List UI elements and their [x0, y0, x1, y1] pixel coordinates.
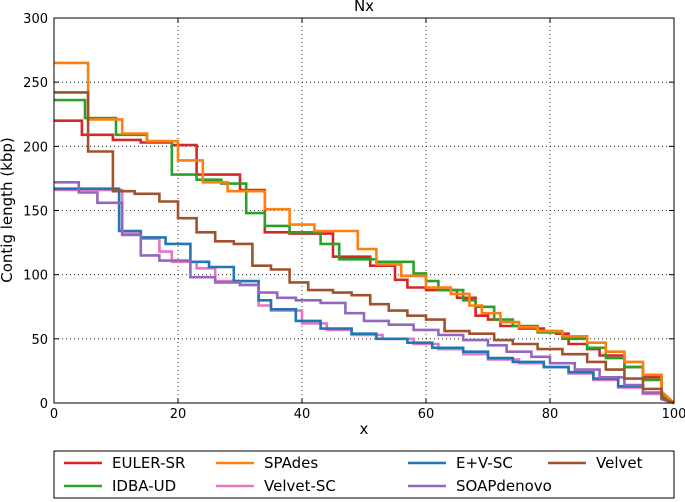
x-tick-label: 80 [542, 407, 559, 422]
y-tick-label: 50 [31, 333, 48, 348]
legend-label: EULER-SR [112, 454, 185, 472]
x-tick-label: 40 [294, 407, 311, 422]
legend-label: IDBA-UD [112, 477, 176, 495]
x-axis-label: x [360, 420, 369, 438]
y-tick-label: 200 [23, 140, 48, 155]
legend-box [53, 450, 675, 499]
series-lines [54, 61, 675, 405]
legend-label: SOAPdenovo [456, 477, 552, 495]
y-tick-label: 250 [23, 76, 48, 91]
x-tick-label: 60 [418, 407, 435, 422]
axis-ticks: 0 20 40 60 80 100 0 50 100 150 200 250 300 [23, 12, 685, 422]
legend: EULER-SR IDBA-UD SPAdes Velvet-SC E+V-SC SOAP… [53, 450, 675, 499]
legend-label: SPAdes [264, 454, 318, 472]
series-line-e-v-sc [54, 187, 675, 405]
series-line-soapdenovo [54, 181, 675, 405]
series-line-spades [54, 61, 675, 404]
x-tick-label: 100 [662, 407, 685, 422]
legend-label: Velvet [596, 454, 643, 472]
series-line-velvet [54, 91, 675, 405]
y-axis-label: Contig length (kbp) [0, 137, 16, 283]
series-line-idba-ud [54, 98, 675, 405]
y-tick-label: 100 [23, 269, 48, 284]
legend-label: Velvet-SC [264, 477, 336, 495]
legend-label: E+V-SC [456, 454, 513, 472]
y-tick-label: 0 [40, 397, 48, 412]
series-line-euler-sr [54, 119, 675, 405]
y-tick-label: 300 [23, 12, 48, 27]
y-tick-label: 150 [23, 205, 48, 220]
chart-title: Nx [354, 0, 374, 15]
x-tick-label: 0 [50, 407, 58, 422]
x-tick-label: 20 [170, 407, 187, 422]
